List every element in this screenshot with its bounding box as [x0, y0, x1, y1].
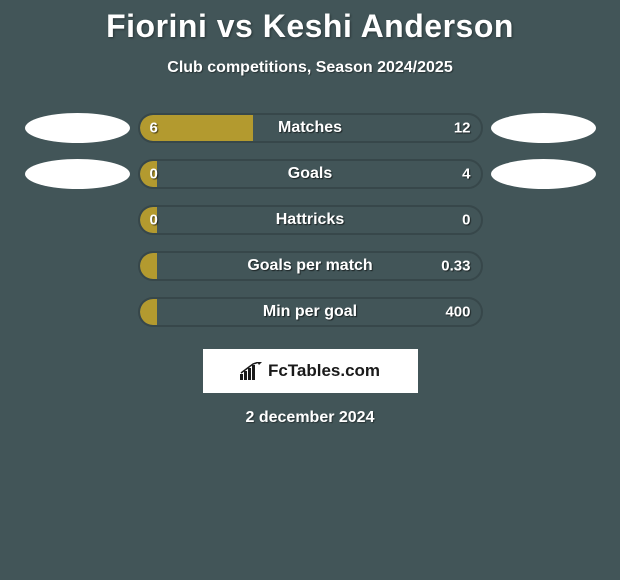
stat-label: Goals per match: [140, 257, 481, 275]
stat-value-right: 12: [454, 120, 471, 137]
comparison-infographic: Fiorini vs Keshi Anderson Club competiti…: [0, 0, 620, 427]
stat-bar-left-fill: [140, 253, 157, 279]
stat-value-right: 0: [462, 212, 470, 229]
stat-bar-left-fill: [140, 207, 157, 233]
chart-area: 6Matches120Goals40Hattricks0Goals per ma…: [0, 105, 620, 335]
player-left-oval: [25, 159, 130, 189]
stat-value-right: 400: [445, 304, 470, 321]
stat-bar-left-fill: [140, 161, 157, 187]
stat-row: 0Goals4: [0, 151, 620, 197]
player-right-oval: [491, 113, 596, 143]
logo-text: FcTables.com: [268, 361, 380, 381]
stat-bar-track: 6Matches12: [138, 113, 483, 143]
stat-value-right: 4: [462, 166, 470, 183]
stat-bar-track: 0Goals4: [138, 159, 483, 189]
stat-row: Goals per match0.33: [0, 243, 620, 289]
stat-bar-track: 0Hattricks0: [138, 205, 483, 235]
stat-label: Hattricks: [140, 211, 481, 229]
fctables-icon: [240, 362, 262, 380]
stat-row: 6Matches12: [0, 105, 620, 151]
stat-bar-track: Min per goal400: [138, 297, 483, 327]
stat-bar-left-fill: [140, 299, 157, 325]
stat-value-right: 0.33: [441, 258, 470, 275]
page-title: Fiorini vs Keshi Anderson: [0, 8, 620, 45]
stat-bar-left-fill: [140, 115, 254, 141]
stat-row: 0Hattricks0: [0, 197, 620, 243]
subtitle: Club competitions, Season 2024/2025: [0, 59, 620, 77]
player-left-oval: [25, 113, 130, 143]
stat-bar-track: Goals per match0.33: [138, 251, 483, 281]
stat-label: Min per goal: [140, 303, 481, 321]
logo-box: FcTables.com: [203, 349, 418, 393]
stat-label: Goals: [140, 165, 481, 183]
stat-row: Min per goal400: [0, 289, 620, 335]
date-text: 2 december 2024: [0, 409, 620, 427]
player-right-oval: [491, 159, 596, 189]
